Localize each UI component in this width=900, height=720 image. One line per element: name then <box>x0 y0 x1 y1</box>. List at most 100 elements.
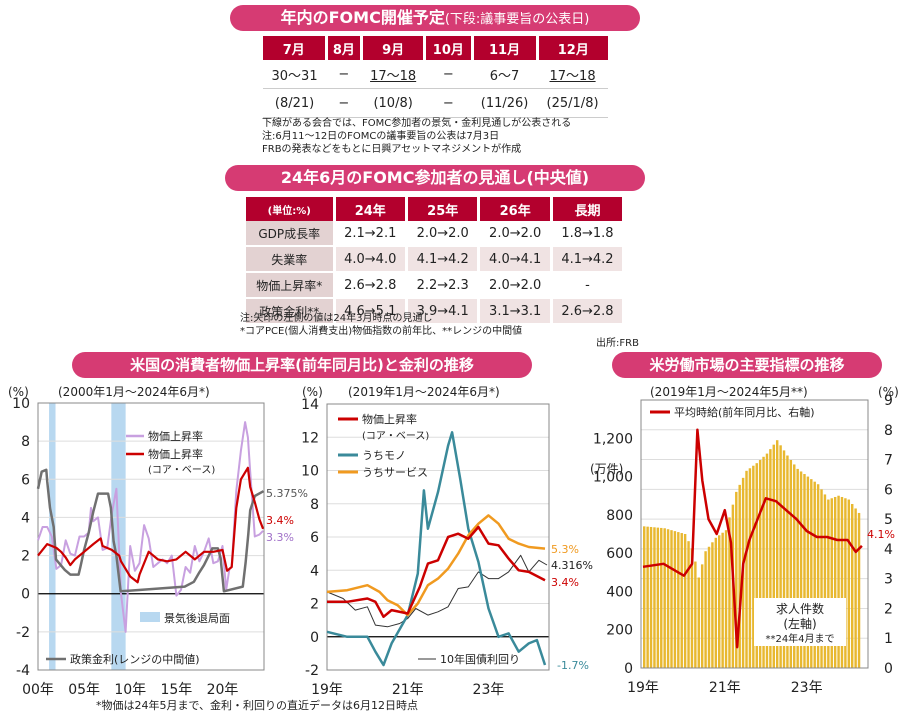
plot-frame <box>640 399 869 669</box>
end-label-services: 5.3% <box>551 543 579 556</box>
table-cell: 3.9→4.1 <box>406 298 481 325</box>
job-openings-bar <box>850 504 854 668</box>
y-unit-label: (%) <box>8 385 29 399</box>
end-label-cpi: 3.3% <box>266 531 294 544</box>
table-cell: 2.0→2.0 <box>406 221 481 247</box>
job-openings-bar <box>775 440 779 668</box>
job-openings-bar <box>758 459 762 668</box>
meeting-date: 17〜18 <box>361 60 425 89</box>
minutes-date: (25/1/8) <box>537 88 608 118</box>
y-right-unit-label: (%) <box>878 385 899 399</box>
x-tick-label: 19年 <box>627 680 659 696</box>
table-cell: 2.1→2.1 <box>334 221 408 247</box>
job-openings-bar <box>738 484 741 668</box>
job-openings-bar <box>803 474 806 668</box>
x-tick-label: 23年 <box>473 682 505 698</box>
end-label-yield: 4.316% <box>551 559 593 572</box>
legend-policy: 政策金利(レンジの中間値) <box>70 652 200 666</box>
job-openings-bar <box>680 533 683 668</box>
legend-core-sub: (コア・ベース) <box>362 430 429 442</box>
table-row: GDP成長率 2.1→2.1 2.0→2.0 2.0→2.0 1.8→1.8 <box>246 221 622 247</box>
job-openings-bar <box>653 527 656 668</box>
wage-growth-line <box>642 428 863 649</box>
job-openings-bar <box>810 479 813 668</box>
table-cell: 2.6→2.8 <box>334 272 408 299</box>
job-openings-bar <box>656 527 660 668</box>
end-label-wage: 4.1% <box>867 528 895 541</box>
y-tick-label: 4 <box>310 563 319 579</box>
y-tick-label: 0 <box>21 587 30 603</box>
x-tick-label: 10年 <box>114 682 146 698</box>
x-tick-label: 19年 <box>311 682 343 698</box>
y-tick-label: 10 <box>301 464 319 480</box>
x-tick-label: 21年 <box>709 680 741 696</box>
end-label-policy: 5.375% <box>266 487 308 500</box>
table-cell: 3.1→3.1 <box>478 298 553 325</box>
y-tick-label: 4 <box>21 510 30 526</box>
source-note: 出所:FRB <box>596 338 639 349</box>
job-openings-bar <box>687 541 690 668</box>
table-cell: - <box>551 272 622 299</box>
y-left-tick-label: 800 <box>606 508 633 524</box>
legend-yield: 10年国債利回り <box>440 652 520 666</box>
job-openings-bar <box>813 481 816 668</box>
bar-label-axis: (左軸) <box>783 616 816 631</box>
labor-market-banner: 米労働市場の主要指標の推移 <box>612 352 882 378</box>
job-openings-bar <box>731 504 735 668</box>
job-openings-bar <box>683 534 687 668</box>
x-tick-label: 15年 <box>160 682 192 698</box>
job-openings-bar <box>721 532 724 668</box>
cpi-rates-title: 米国の消費者物価上昇率(前年同月比)と金利の推移 <box>130 356 474 374</box>
table-row: 30〜31 − 17〜18 − 6〜7 17〜18 <box>263 60 608 89</box>
x-tick-label: 00年 <box>22 682 54 698</box>
job-openings-bar <box>762 456 765 668</box>
job-openings-bar <box>823 494 827 668</box>
table-cell: 1.8→1.8 <box>551 221 622 247</box>
y-left-tick-label: 1,000 <box>593 470 633 486</box>
job-openings-bar <box>745 470 748 668</box>
fomc-schedule-table: 7月 8月 9月 10月 11月 12月 30〜31 − 17〜18 − 6〜7… <box>263 36 608 118</box>
recession-band <box>111 403 126 670</box>
job-openings-bar <box>833 496 837 668</box>
minutes-date: − <box>424 88 473 118</box>
job-openings-bar <box>793 464 796 668</box>
job-openings-bar <box>663 528 666 668</box>
job-openings-bar <box>796 468 799 668</box>
y-left-tick-label: 200 <box>606 623 633 639</box>
x-tick-label: 23年 <box>791 680 823 696</box>
job-openings-bar <box>772 444 776 668</box>
month-header: 9月 <box>361 36 427 60</box>
fomc-schedule-title: 年内のFOMC開催予定 <box>280 8 445 27</box>
meeting-date: 30〜31 <box>263 60 327 89</box>
year-header: 26年 <box>478 197 553 221</box>
y-right-tick-label: 8 <box>884 423 893 439</box>
table-cell: 2.2→2.3 <box>406 272 481 299</box>
meeting-date: 6〜7 <box>472 60 538 89</box>
year-header: 長期 <box>551 197 622 221</box>
y-right-tick-label: 2 <box>884 601 893 617</box>
recession-band <box>49 403 56 670</box>
legend-goods: うちモノ <box>362 449 406 462</box>
x-tick-label: 05年 <box>68 682 100 698</box>
table-cell: 2.0→2.0 <box>478 221 553 247</box>
meeting-date: − <box>326 60 362 89</box>
job-openings-bar <box>752 465 755 668</box>
note-line: *コアPCE(個人消費支出)物価指数の前年比、**レンジの中間値 <box>240 326 523 337</box>
meeting-date: − <box>424 60 473 89</box>
legend-cpi: 物価上昇率 <box>148 429 203 443</box>
job-openings-bar <box>741 477 745 668</box>
y-tick-label: 2 <box>21 549 30 565</box>
x-tick-label: 20年 <box>207 682 239 698</box>
job-openings-bar <box>786 455 789 668</box>
y-right-tick-label: 5 <box>884 512 893 528</box>
month-header: 10月 <box>424 36 474 60</box>
row-label: 失業率 <box>246 246 336 273</box>
job-openings-bar <box>844 498 847 668</box>
period-label: (2019年1月〜2024年6月*) <box>348 385 500 399</box>
legend-services: うちサービス <box>362 466 428 479</box>
job-openings-bar <box>769 449 772 668</box>
job-openings-bar <box>643 526 646 668</box>
y-tick-label: 8 <box>21 434 30 450</box>
job-openings-bar <box>714 537 718 668</box>
job-openings-bar <box>690 548 694 668</box>
